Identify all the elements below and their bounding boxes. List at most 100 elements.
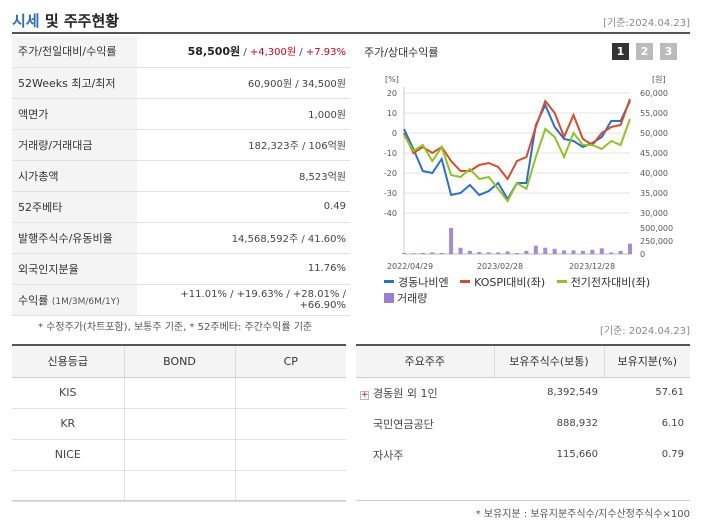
info-row-price: 주가/전일대비/수익률 58,500원 / +4,300원 / +7.93% [12,36,350,68]
info-label: 수익률 (1M/3M/6M/1Y) [12,284,137,316]
cp-cell [234,439,346,471]
holder-shares: 8,392,549 [547,387,598,399]
chart-page-2-button[interactable]: 2 [636,43,653,60]
base-date-secondary: [기준: 2024.04.23] [599,326,690,337]
holder-name[interactable]: + 경동원 외 1인 [356,377,494,408]
return-1m: +11.01% [180,288,227,300]
section-header: 시세 및 주주현황 [기준:2024.04.23] [12,6,690,34]
table-row: 자사주 115,660 0.79 [356,439,690,470]
info-row-52weeks: 52Weeks 최고/최저 60,900원 / 34,500원 [12,67,350,99]
chart-page-3-button[interactable]: 3 [660,43,677,60]
legend-item-stock: 경동나비엔 [384,276,449,289]
returns-label-sub: (1M/3M/6M/1Y) [51,296,120,307]
info-label: 거래량/거래대금 [12,129,137,161]
chart-title: 주가/상대수익률 [364,46,439,59]
legend-label: KOSPI대비(좌) [474,276,546,289]
agency-cell: KIS [12,377,124,409]
base-date: [기준:2024.04.23] [603,18,690,29]
bond-cell [123,377,235,409]
legend-item-volume: 거래량 [384,292,427,305]
chart-panel: 주가/상대수익률 1 2 3 [360,36,690,316]
info-value: 11.76% [137,253,350,285]
info-row-foreign: 외국인지분율 11.76% [12,253,350,285]
chart-legend: 경동나비엔 KOSPI대비(좌) 전기전자대비(좌) 거래량 [384,275,694,307]
info-row-market-cap: 시가총액 8,523억원 [12,160,350,192]
footnote-holding: * 보유지분 : 보유지분주식수/지수산정주식수×100 [475,509,690,520]
price-value: 58,500원 [187,45,241,59]
info-label: 액면가 [12,98,137,130]
bond-cell [123,470,235,502]
expand-icon[interactable]: + [360,389,369,400]
holder-name: 국민연금공단 [373,417,434,431]
info-row-shares: 발행주식수/유동비율 14,568,592주 / 41.60% [12,222,350,254]
return-1y: +66.90% [299,299,346,311]
info-value: 60,900원 / 34,500원 [137,67,350,99]
holder-shares: 888,932 [556,418,598,429]
legend-label: 거래량 [397,292,428,305]
legend-swatch-kospi [460,280,471,283]
legend-label: 전기전자대비(좌) [570,276,651,289]
info-value: 1,000원 [137,98,350,130]
col-header: 주요주주 [356,345,494,378]
bond-cell [123,439,235,471]
agency-cell: KR [12,408,124,440]
col-header: 보유지분(%) [603,345,690,378]
legend-item-kospi: KOSPI대비(좌) [460,276,545,289]
cp-cell [234,377,346,409]
info-row-volume: 거래량/거래대금 182,323주 / 106억원 [12,129,350,161]
legend-swatch-stock [384,280,394,283]
col-header: BOND [123,345,235,378]
credit-rating-table: 신용등급 BOND CP KIS KR NICE [12,344,346,502]
bond-cell [123,408,235,440]
col-header: CP [234,345,346,378]
title-rest: 및 주주현황 [39,12,120,30]
rate-value: +7.93% [305,47,346,59]
holder-pct: 6.10 [661,418,684,429]
return-3m: +19.63% [236,288,284,300]
info-value: 182,323주 / 106억원 [137,129,350,161]
footnote-basis: * 수정주가(차트포함), 보통주 기준, * 52주베타: 주간수익률 기준 [38,322,313,333]
info-value: +11.01% / +19.63% / +28.01% / +66.90% [137,284,350,316]
market-info-table: 주가/전일대비/수익률 58,500원 / +4,300원 / +7.93% 5… [12,36,350,316]
table-row: NICE [12,439,346,471]
info-label: 발행주식수/유동비율 [12,222,137,254]
table-row: + 경동원 외 1인 8,392,549 57.61 [356,377,690,408]
holder-pct: 0.79 [661,449,684,460]
cp-cell [234,470,346,502]
title-main: 시세 [12,12,40,30]
return-6m: +28.01% [292,288,340,300]
table-row: KIS [12,377,346,409]
table-row: KR [12,408,346,440]
returns-label: 수익률 [18,293,49,307]
info-label: 주가/전일대비/수익률 [12,36,137,68]
table-row: 국민연금공단 888,932 6.10 [356,408,690,439]
table-row [12,470,346,502]
major-shareholders-table: 주요주주 보유주식수(보통) 보유지분(%) + 경동원 외 1인 8,392,5… [356,344,690,470]
info-value: 58,500원 / +4,300원 / +7.93% [137,36,350,68]
holders-table-bottom-line [356,500,690,501]
change-value: +4,300원 [249,47,297,59]
info-value: 0.49 [137,191,350,223]
holder-name-text: 경동원 외 1인 [373,386,438,400]
info-label: 시가총액 [12,160,137,192]
cp-cell [234,408,346,440]
col-header: 보유주식수(보통) [493,345,604,378]
legend-item-sector: 전기전자대비(좌) [556,276,651,289]
agency-cell [12,470,124,502]
info-label: 52Weeks 최고/최저 [12,67,137,99]
legend-swatch-volume [384,293,394,303]
info-value: 8,523억원 [137,160,350,192]
col-header: 신용등급 [12,345,124,378]
legend-swatch-sector [556,280,567,283]
info-row-beta: 52주베타 0.49 [12,191,350,223]
info-value: 14,568,592주 / 41.60% [137,222,350,254]
credit-table-bottom-line [12,500,346,501]
agency-cell: NICE [12,439,124,471]
info-label: 52주베타 [12,191,137,223]
info-row-returns: 수익률 (1M/3M/6M/1Y) +11.01% / +19.63% / +2… [12,284,350,316]
legend-label: 경동나비엔 [398,276,449,289]
holder-name: 자사주 [373,448,404,462]
info-label: 외국인지분율 [12,253,137,285]
holder-pct: 57.61 [655,387,684,399]
chart-page-1-button[interactable]: 1 [612,43,629,60]
